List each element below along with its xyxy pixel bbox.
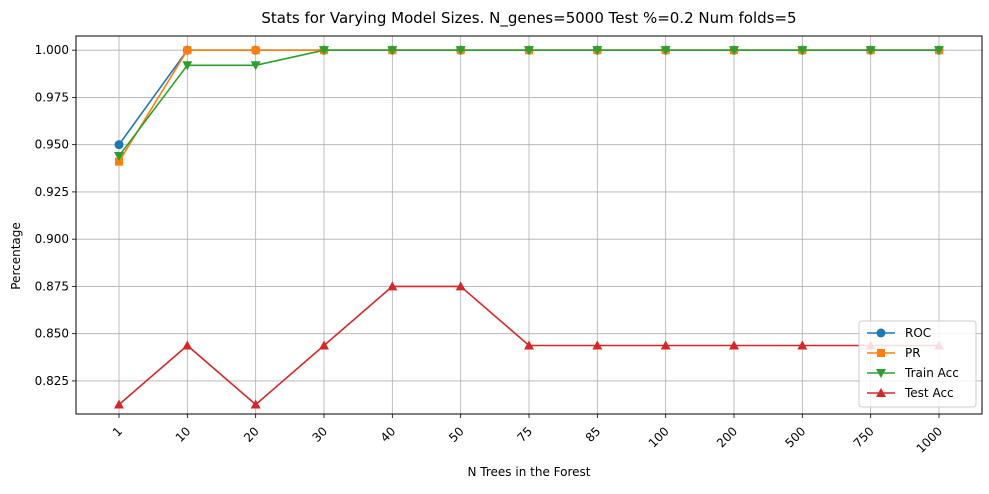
series-layer <box>114 45 944 409</box>
legend-label-pr: PR <box>905 346 921 360</box>
data-point-train-acc <box>114 152 124 162</box>
x-tick-label: 750 <box>851 424 877 450</box>
y-tick-label: 0.875 <box>35 279 69 293</box>
x-axis: 1 10 20 30 40 50 75 85 100 200 500 750 1000 <box>110 414 945 456</box>
y-axis: 0.825 0.850 0.875 0.900 0.925 0.950 0.975 1.000 <box>35 43 76 388</box>
y-tick-label: 0.850 <box>35 327 69 341</box>
data-point-test-acc <box>524 340 534 350</box>
data-point-test-acc <box>729 340 739 350</box>
data-point-test-acc <box>182 340 193 350</box>
data-point-train-acc <box>182 61 193 71</box>
legend: ROC PR Train Acc Test Acc <box>858 320 977 408</box>
legend-label-roc: ROC <box>905 326 931 340</box>
legend-marker-test-acc <box>876 388 886 397</box>
data-point-pr <box>183 46 192 55</box>
y-tick-label: 0.825 <box>35 374 69 388</box>
x-tick-label: 50 <box>446 424 467 445</box>
y-axis-label: Percentage <box>9 222 23 290</box>
data-point-train-acc <box>524 46 534 56</box>
data-point-test-acc <box>114 399 124 409</box>
x-tick-label: 10 <box>173 424 194 445</box>
data-point-train-acc <box>387 46 398 56</box>
data-point-train-acc <box>319 46 329 56</box>
data-point-test-acc <box>250 399 261 409</box>
x-tick-label: 100 <box>646 424 672 450</box>
x-tick-label: 1 <box>110 424 125 439</box>
data-point-test-acc <box>455 281 466 291</box>
x-tick-label: 30 <box>309 424 330 445</box>
legend-marker-pr <box>877 349 885 357</box>
grid-lines <box>76 36 982 414</box>
y-tick-label: 0.975 <box>35 90 69 104</box>
y-tick-label: 1.000 <box>35 43 69 57</box>
data-point-test-acc <box>387 281 398 291</box>
data-point-train-acc <box>592 46 603 56</box>
x-tick-label: 1000 <box>914 424 945 455</box>
y-tick-label: 0.950 <box>35 138 69 152</box>
data-point-train-acc <box>729 46 739 56</box>
data-point-train-acc <box>660 46 671 56</box>
x-tick-label: 75 <box>514 424 535 445</box>
data-point-train-acc <box>455 46 466 56</box>
y-tick-label: 0.900 <box>35 232 69 246</box>
legend-marker-roc <box>876 328 886 338</box>
data-point-train-acc <box>934 46 944 56</box>
data-point-train-acc <box>797 46 808 56</box>
legend-label-train-acc: Train Acc <box>904 366 959 380</box>
data-point-pr <box>115 157 123 166</box>
x-tick-label: 20 <box>241 424 262 445</box>
y-tick-label: 0.925 <box>35 185 69 199</box>
x-axis-label: N Trees in the Forest <box>468 465 591 479</box>
data-point-roc <box>114 140 124 150</box>
series-train-acc <box>114 46 944 162</box>
x-tick-label: 40 <box>378 424 399 445</box>
data-point-train-acc <box>250 61 261 71</box>
legend-box <box>858 320 977 408</box>
data-point-test-acc <box>797 340 808 350</box>
legend-label-test-acc: Test Acc <box>904 386 954 400</box>
data-point-train-acc <box>865 46 876 56</box>
x-tick-label: 85 <box>583 424 604 445</box>
data-point-test-acc <box>592 340 603 350</box>
data-point-pr <box>251 46 260 55</box>
x-tick-label: 500 <box>782 424 808 450</box>
legend-marker-train-acc <box>876 369 886 378</box>
data-point-test-acc <box>660 340 671 350</box>
data-point-test-acc <box>319 340 329 350</box>
chart-title: Stats for Varying Model Sizes. N_genes=5… <box>261 9 796 28</box>
x-tick-label: 200 <box>714 424 740 450</box>
